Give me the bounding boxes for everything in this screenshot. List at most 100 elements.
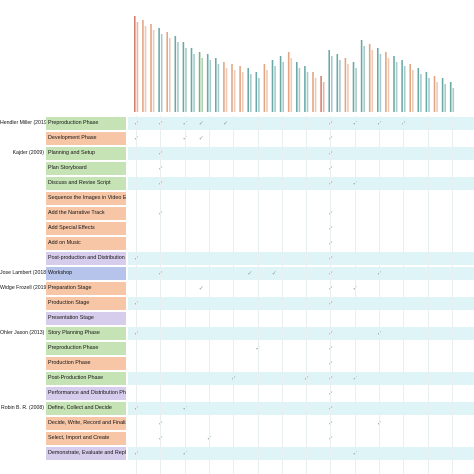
phase-label: Presentation Stage: [46, 312, 126, 325]
column-header-mark: [352, 62, 357, 112]
column-header-mark: [360, 40, 365, 112]
table-row: Jose Lambert (2018) Workshop ✓ ✓ ✓ ✓ ✓: [0, 266, 474, 281]
check-mark-icon: ✓: [198, 285, 204, 292]
row-cells: ✓ ✓ ✓: [128, 446, 474, 461]
row-cells: ✓ ✓ ✓ ✓: [128, 371, 474, 386]
column-header-mark: [441, 78, 446, 112]
phase-label: Add the Narrative Track: [46, 207, 126, 220]
phase-label: Preparation Stage: [46, 282, 126, 295]
grid-line: [403, 116, 405, 474]
grid-line: [208, 116, 210, 474]
column-header-mark: [417, 68, 422, 112]
grid-line: [354, 116, 356, 474]
author-label: Kajder (2009): [12, 150, 44, 156]
column-header-mark: [142, 20, 147, 112]
check-mark-icon: ✓: [223, 120, 229, 127]
phase-label: Story Planning Phase: [46, 327, 126, 340]
row-highlight-band: [128, 177, 474, 190]
column-header-mark: [182, 42, 187, 112]
phase-label: Preproduction Phase: [46, 117, 126, 130]
table-row: Production Stage ✓ ✓: [0, 296, 474, 311]
author-label: [0, 311, 44, 326]
column-header-mark: [263, 64, 268, 112]
row-highlight-band: [128, 372, 474, 385]
grid-line: [379, 116, 380, 474]
column-header-mark: [425, 72, 430, 112]
column-header-mark: [247, 68, 252, 112]
column-header-mark: [271, 60, 276, 112]
row-cells: ✓ ✓ ✓: [128, 401, 474, 416]
phase-label: Define, Collect and Decide: [46, 402, 126, 415]
grid-line: [233, 116, 235, 474]
column-header-mark: [304, 66, 309, 112]
column-header-mark: [296, 62, 301, 112]
author-label: [0, 236, 44, 251]
row-cells: ✓ ✓ ✓: [128, 431, 474, 446]
row-cells: ✓ ✓ ✓ ✓: [128, 131, 474, 146]
table-row: Hendler Miller (2019) Preproduction Phase…: [0, 116, 474, 131]
phase-label: Post-production and Distribution: [46, 252, 126, 265]
column-header-mark: [336, 54, 341, 112]
row-cells: ✓ ✓: [128, 146, 474, 161]
column-header-mark: [150, 24, 155, 112]
row-cells: ✓ ✓: [128, 296, 474, 311]
column-header-mark: [328, 50, 333, 112]
column-header-mark: [409, 64, 414, 112]
check-mark-icon: ✓: [247, 270, 253, 277]
row-highlight-band: [128, 402, 474, 415]
grid-line: [184, 116, 186, 474]
phase-label: Production Stage: [46, 297, 126, 310]
phase-label: Plan Storyboard: [46, 162, 126, 175]
column-header-mark: [206, 54, 212, 112]
row-cells: ✓: [128, 356, 474, 371]
grid-line: [257, 116, 259, 474]
check-mark-icon: ✓: [271, 270, 277, 277]
column-header-mark: [312, 72, 317, 112]
column-header-mark: [433, 76, 438, 112]
phase-label: Planning and Setup: [46, 147, 126, 160]
row-highlight-band: [128, 327, 474, 340]
row-cells: [128, 311, 474, 326]
phase-label: Production Phase: [46, 357, 126, 370]
column-header-mark: [344, 58, 349, 112]
author-label: Jose Lambert (2018): [0, 270, 48, 276]
row-cells: ✓ ✓ ✓: [128, 281, 474, 296]
row-cells: [128, 191, 474, 206]
phase-label: Post-Production Phase: [46, 372, 126, 385]
author-label: [0, 416, 44, 431]
row-cells: ✓: [128, 236, 474, 251]
column-header-mark: [158, 28, 163, 112]
column-header-mark: [134, 16, 139, 112]
grid-line: [451, 116, 453, 474]
row-cells: ✓ ✓ ✓: [128, 176, 474, 191]
phase-label: Development Phase: [46, 132, 126, 145]
author-label: [0, 356, 44, 371]
author-label: Ohler Jason (2013): [0, 330, 45, 336]
phase-label: Decide, Write, Record and Finalize: [46, 417, 126, 430]
column-header-mark: [231, 64, 236, 112]
grid-line: [330, 116, 332, 474]
author-label: [0, 191, 44, 206]
phase-label: Sequence the Images in Video Editing Sof…: [46, 192, 126, 205]
author-label: [0, 341, 44, 356]
table-row: Post-Production Phase ✓ ✓ ✓ ✓: [0, 371, 474, 386]
column-header-mark: [190, 48, 195, 112]
column-header-mark: [279, 56, 284, 112]
column-header-mark: [239, 66, 244, 112]
grid-line: [281, 116, 283, 474]
column-header-mark: [385, 52, 390, 112]
column-header-mark: [174, 36, 179, 112]
column-header-mark: [287, 52, 293, 112]
row-highlight-band: [128, 447, 474, 460]
author-label: [0, 131, 44, 146]
column-header-mark: [255, 72, 260, 112]
row-cells: ✓ ✓: [128, 161, 474, 176]
author-label: Hendler Miller (2019): [0, 120, 49, 126]
column-header-mark: [449, 82, 455, 112]
row-cells: ✓ ✓: [128, 206, 474, 221]
author-label: [0, 176, 44, 191]
row-cells: ✓ ✓ ✓: [128, 326, 474, 341]
column-header-mark: [215, 58, 220, 112]
phase-label: Discuss and Revise Script: [46, 177, 126, 190]
column-header-marks: [134, 16, 455, 112]
